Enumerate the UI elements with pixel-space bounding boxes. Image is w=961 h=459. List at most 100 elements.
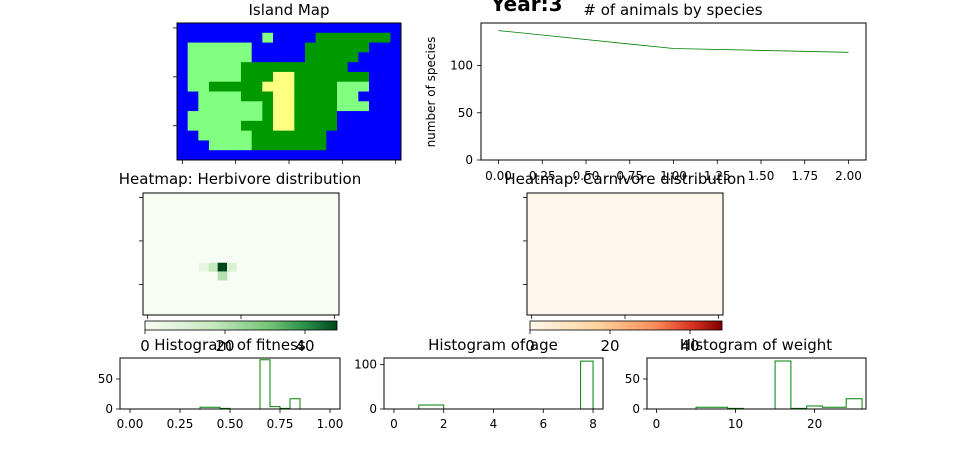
map-cell-L <box>209 120 221 132</box>
map-cell-W <box>390 150 402 161</box>
map-cell-H <box>241 71 253 83</box>
map-cell-W <box>315 23 327 34</box>
map-cell-H <box>294 140 306 151</box>
line-xtick-label: 0.50 <box>573 169 600 183</box>
map-cell-W <box>369 81 381 92</box>
map-cell-H <box>315 101 327 112</box>
map-cell-W <box>379 120 391 132</box>
map-cell-W <box>294 32 306 43</box>
map-cell-L <box>187 120 199 132</box>
map-cell-L <box>209 111 221 122</box>
map-cell-H <box>337 52 349 63</box>
map-cell-W <box>390 111 402 122</box>
map-cell-W <box>219 23 231 34</box>
map-cell-H <box>315 91 327 102</box>
map-cell-H <box>262 62 274 73</box>
map-cell-L <box>209 91 221 102</box>
line-xtick-label: 0.25 <box>529 169 556 183</box>
map-cell-W <box>241 23 253 34</box>
map-cell-W <box>337 150 349 161</box>
weight-histogram-xtick-label: 10 <box>728 417 743 431</box>
map-cell-L <box>198 42 210 53</box>
map-cell-H <box>315 42 327 53</box>
map-cell-H <box>326 101 338 112</box>
map-cell-W <box>305 23 317 34</box>
herbivore-colorbar-tick-label: 40 <box>295 337 314 355</box>
map-cell-W <box>379 42 391 53</box>
carnivore-colorbar <box>529 320 723 331</box>
map-cell-H <box>347 32 359 43</box>
map-cell-H <box>305 91 317 102</box>
line-chart-title: # of animals by species <box>583 1 762 19</box>
map-cell-L <box>209 130 221 141</box>
map-cell-L <box>337 81 349 92</box>
map-cell-W <box>390 32 402 43</box>
map-cell-W <box>358 62 370 73</box>
map-cell-H <box>337 42 349 53</box>
map-cell-W <box>390 42 402 53</box>
map-cell-H <box>294 91 306 102</box>
map-cell-H <box>251 62 263 73</box>
map-cell-W <box>230 23 242 34</box>
map-cell-W <box>379 62 391 73</box>
map-cell-W <box>294 150 306 161</box>
map-cell-L <box>198 81 210 92</box>
map-cell-W <box>251 32 263 43</box>
map-cell-W <box>305 32 317 43</box>
map-cell-W <box>379 140 391 151</box>
carnivore-colorbar-tick-label: 20 <box>600 337 619 355</box>
map-cell-H <box>241 62 253 73</box>
map-cell-L <box>187 52 199 63</box>
herbivore-heatmap-cells <box>199 262 237 281</box>
map-cell-H <box>337 71 349 83</box>
map-cell-H <box>251 130 263 141</box>
map-cell-W <box>326 130 338 141</box>
weight-histogram-xtick-label: 20 <box>807 417 822 431</box>
map-cell-H <box>294 101 306 112</box>
map-cell-W <box>358 130 370 141</box>
map-cell-W <box>337 120 349 132</box>
map-cell-W <box>262 23 274 34</box>
map-cell-H <box>294 62 306 73</box>
map-cell-W <box>326 150 338 161</box>
map-cell-L <box>347 91 359 102</box>
age-histogram-xtick-label: 2 <box>440 417 448 431</box>
map-cell-W <box>177 42 189 53</box>
map-cell-H <box>347 52 359 63</box>
map-cell-H <box>315 52 327 63</box>
carnivore-heatmap-background <box>527 193 723 315</box>
map-cell-L <box>187 42 199 53</box>
map-cell-W <box>209 150 221 161</box>
map-cell-L <box>209 140 221 151</box>
herbivore-heat-cell <box>227 262 237 272</box>
map-cell-W <box>219 32 231 43</box>
map-cell-L <box>337 101 349 112</box>
line-xtick-label: 1.50 <box>748 169 775 183</box>
map-cell-H <box>358 32 370 43</box>
map-cell-W <box>187 32 199 43</box>
map-cell-W <box>337 23 349 34</box>
age-histogram-frame <box>383 357 604 410</box>
map-cell-L <box>251 111 263 122</box>
map-cell-W <box>230 32 242 43</box>
map-cell-H <box>262 71 274 83</box>
map-cell-H <box>379 32 391 43</box>
map-cell-H <box>315 130 327 141</box>
map-cell-W <box>390 81 402 92</box>
map-cell-H <box>305 42 317 53</box>
map-cell-H <box>273 130 285 141</box>
map-cell-W <box>379 52 391 63</box>
map-cell-W <box>358 140 370 151</box>
map-cell-W <box>379 71 391 83</box>
map-cell-W <box>177 140 189 151</box>
map-cell-H <box>283 140 295 151</box>
herbivore-colorbar <box>144 320 338 331</box>
map-cell-D <box>273 120 285 132</box>
line-ytick-label: 50 <box>458 106 473 120</box>
fitness-histogram-step <box>199 359 301 410</box>
map-cell-W <box>358 52 370 63</box>
line-chart-frame <box>480 22 867 161</box>
line-xtick-label: 0.00 <box>485 169 512 183</box>
map-cell-H <box>294 71 306 83</box>
map-cell-W <box>337 111 349 122</box>
